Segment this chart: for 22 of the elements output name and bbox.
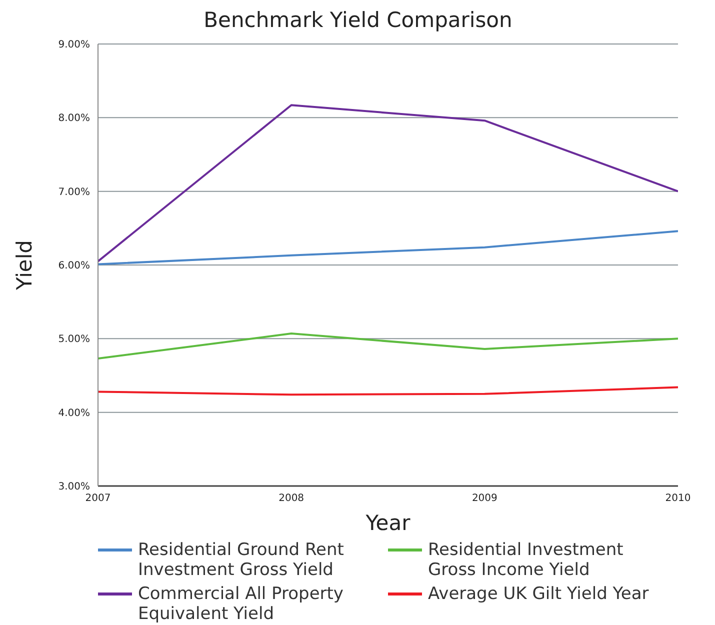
x-tick-label: 2009: [472, 493, 498, 504]
y-tick-label: 7.00%: [58, 186, 90, 198]
y-tick-label: 5.00%: [58, 334, 90, 346]
line-series: [98, 230, 678, 266]
y-tick-label: 6.00%: [58, 260, 90, 272]
legend-label: Average UK Gilt Yield Year: [428, 584, 649, 604]
y-tick-label: 8.00%: [58, 113, 90, 124]
legend-label: Residential Investment Gross Income Yield: [428, 540, 624, 580]
line-series: [98, 386, 678, 396]
chart-title: Benchmark Yield Comparison: [202, 8, 514, 34]
line-series: [98, 332, 678, 360]
x-axis-title: Year: [364, 511, 411, 535]
x-tick-label: 2008: [278, 493, 304, 504]
y-tick-label: 3.00%: [58, 482, 90, 493]
line-series: [98, 104, 678, 262]
legend-label: Residential Ground Rent Investment Gross Yield: [138, 540, 345, 580]
y-tick-label: 9.00%: [58, 40, 90, 51]
x-tick-label: 2010: [665, 493, 691, 504]
legend-label: Commercial All Property Equivalent Yield: [138, 584, 344, 624]
x-tick-label: 2007: [85, 493, 111, 504]
y-tick-label: 4.00%: [58, 408, 90, 419]
y-axis-title: Yield: [12, 240, 36, 291]
